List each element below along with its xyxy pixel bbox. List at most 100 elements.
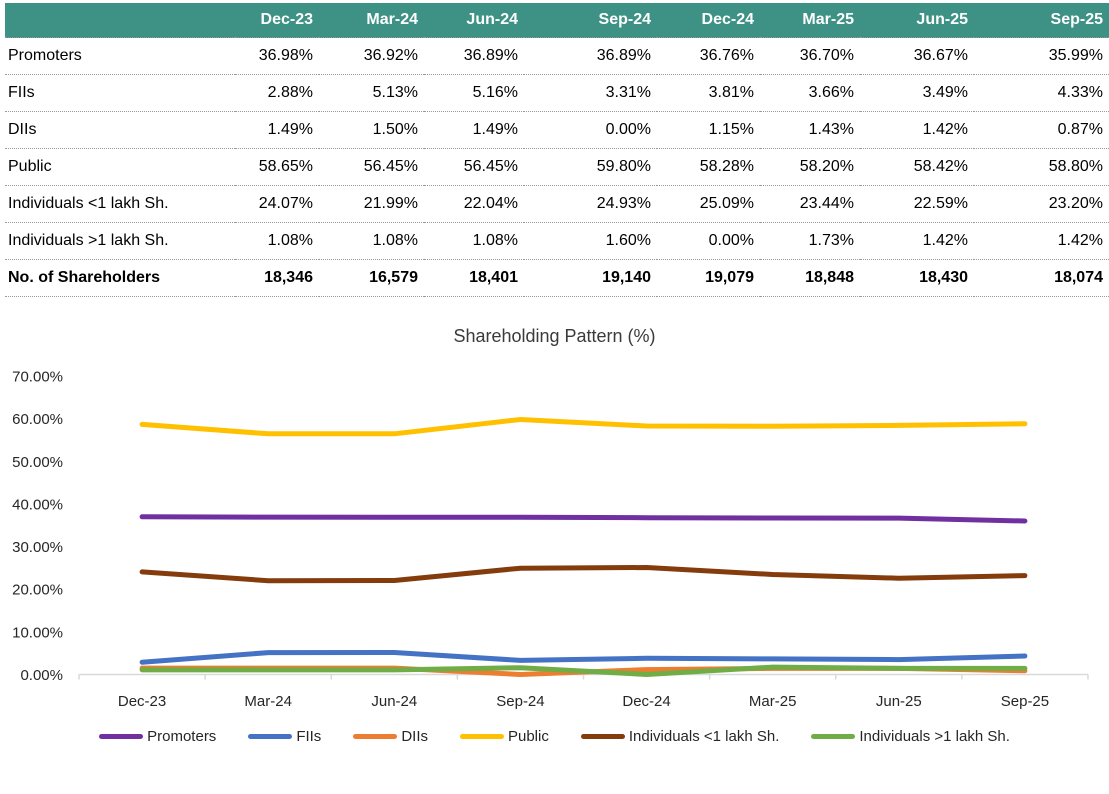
- cell: 19,079: [657, 259, 760, 297]
- y-axis-label: 40.00%: [12, 496, 63, 513]
- cell: 1.50%: [319, 111, 424, 149]
- cell: 59.80%: [524, 148, 657, 186]
- cell: 2.88%: [235, 74, 319, 112]
- x-axis-label: Mar-25: [749, 693, 797, 710]
- cell: 23.44%: [760, 185, 860, 223]
- x-axis-label: Jun-24: [371, 693, 417, 710]
- y-axis-label: 30.00%: [12, 539, 63, 556]
- y-axis-label: 70.00%: [12, 369, 63, 386]
- chart-legend: Promoters FIIs DIIs Public Individuals <1 la…: [0, 728, 1109, 745]
- column-header: Sep-24: [524, 3, 657, 38]
- legend-line-swatch: [811, 734, 856, 739]
- cell: 35.99%: [974, 37, 1109, 75]
- cell: 36.67%: [860, 37, 974, 75]
- column-header: Mar-25: [760, 3, 860, 38]
- cell: 0.00%: [524, 111, 657, 149]
- cell: 36.76%: [657, 37, 760, 75]
- legend-label: DIIs: [401, 728, 428, 745]
- x-axis-label: Dec-24: [622, 693, 670, 710]
- series-line-individuals-gt-1-lakh-sh: [139, 664, 1028, 677]
- row-label: FIIs: [5, 74, 235, 112]
- cell: 1.42%: [860, 111, 974, 149]
- cell: 58.28%: [657, 148, 760, 186]
- legend-label: Individuals >1 lakh Sh.: [859, 728, 1010, 745]
- cell: 25.09%: [657, 185, 760, 223]
- cell: 1.08%: [319, 222, 424, 260]
- x-axis-label: Dec-23: [118, 693, 166, 710]
- cell: 1.42%: [860, 222, 974, 260]
- x-axis-label: Sep-25: [1001, 693, 1049, 710]
- cell: 36.89%: [424, 37, 524, 75]
- cell: 36.98%: [235, 37, 319, 75]
- cell: 18,074: [974, 259, 1109, 297]
- cell: 58.65%: [235, 148, 319, 186]
- corner-cell: [5, 3, 235, 38]
- table-row: Individuals >1 lakh Sh. 1.08% 1.08% 1.08% 1.…: [5, 222, 1109, 260]
- cell: 0.00%: [657, 222, 760, 260]
- y-axis-label: 20.00%: [12, 582, 63, 599]
- cell: 5.13%: [319, 74, 424, 112]
- legend-line-swatch: [580, 734, 625, 739]
- row-label: Individuals >1 lakh Sh.: [5, 222, 235, 260]
- legend-item-individuals-gt-1-lakh-sh: Individuals >1 lakh Sh.: [811, 728, 1010, 745]
- y-axis-label: 0.00%: [20, 667, 63, 684]
- series-line-public: [139, 417, 1028, 437]
- cell: 1.43%: [760, 111, 860, 149]
- column-header: Mar-24: [319, 3, 424, 38]
- cell: 18,430: [860, 259, 974, 297]
- legend-item-public: Public: [459, 728, 549, 745]
- cell: 16,579: [319, 259, 424, 297]
- cell: 3.31%: [524, 74, 657, 112]
- legend-item-fiis: FIIs: [248, 728, 321, 745]
- cell: 3.81%: [657, 74, 760, 112]
- cell: 56.45%: [319, 148, 424, 186]
- shareholding-table-section: Dec-23 Mar-24 Jun-24 Sep-24 Dec-24 Mar-25 Jun-…: [0, 0, 1109, 297]
- cell: 22.04%: [424, 185, 524, 223]
- cell: 58.20%: [760, 148, 860, 186]
- legend-item-promoters: Promoters: [99, 728, 216, 745]
- cell: 23.20%: [974, 185, 1109, 223]
- x-axis-label: Jun-25: [876, 693, 922, 710]
- legend-item-diis: DIIs: [353, 728, 428, 745]
- cell: 21.99%: [319, 185, 424, 223]
- cell: 1.42%: [974, 222, 1109, 260]
- cell: 1.49%: [424, 111, 524, 149]
- column-header: Jun-24: [424, 3, 524, 38]
- cell: 3.49%: [860, 74, 974, 112]
- series-line-individuals-lt-1-lakh-sh: [139, 565, 1028, 584]
- cell: 36.92%: [319, 37, 424, 75]
- cell: 1.15%: [657, 111, 760, 149]
- cell: 18,346: [235, 259, 319, 297]
- cell: 36.70%: [760, 37, 860, 75]
- table-row: DIIs 1.49% 1.50% 1.49% 0.00% 1.15% 1.43% 1.42% 0…: [5, 111, 1109, 149]
- cell: 3.66%: [760, 74, 860, 112]
- column-header: Sep-25: [974, 3, 1109, 38]
- shareholding-table: Dec-23 Mar-24 Jun-24 Sep-24 Dec-24 Mar-25 Jun-…: [5, 3, 1109, 297]
- row-label: Promoters: [5, 37, 235, 75]
- legend-line-swatch: [353, 734, 398, 739]
- table-row: No. of Shareholders 18,346 16,579 18,401 19,…: [5, 259, 1109, 297]
- cell: 19,140: [524, 259, 657, 297]
- table-row: FIIs 2.88% 5.13% 5.16% 3.31% 3.81% 3.66% 3.49% 4…: [5, 74, 1109, 112]
- table-body: Promoters 36.98% 36.92% 36.89% 36.89% 36.76% 3…: [5, 37, 1109, 297]
- table-row: Promoters 36.98% 36.92% 36.89% 36.89% 36.76% 3…: [5, 37, 1109, 75]
- legend-label: Public: [507, 728, 549, 745]
- legend-label: Promoters: [147, 728, 217, 745]
- cell: 36.89%: [524, 37, 657, 75]
- column-header: Dec-23: [235, 3, 319, 38]
- column-header: Jun-25: [860, 3, 974, 38]
- table-row: Individuals <1 lakh Sh. 24.07% 21.99% 22.04…: [5, 185, 1109, 223]
- cell: 24.07%: [235, 185, 319, 223]
- legend-line-swatch: [99, 734, 144, 739]
- series-line-promoters: [139, 514, 1028, 524]
- table-row: Public 58.65% 56.45% 56.45% 59.80% 58.28% 58.2…: [5, 148, 1109, 186]
- column-header: Dec-24: [657, 3, 760, 38]
- cell: 24.93%: [524, 185, 657, 223]
- cell: 1.08%: [235, 222, 319, 260]
- cell: 0.87%: [974, 111, 1109, 149]
- chart-title: Shareholding Pattern (%): [453, 326, 656, 346]
- legend-line-swatch: [248, 734, 293, 739]
- legend-item-individuals-lt-1-lakh-sh: Individuals <1 lakh Sh.: [580, 728, 779, 745]
- row-label: Individuals <1 lakh Sh.: [5, 185, 235, 223]
- cell: 18,848: [760, 259, 860, 297]
